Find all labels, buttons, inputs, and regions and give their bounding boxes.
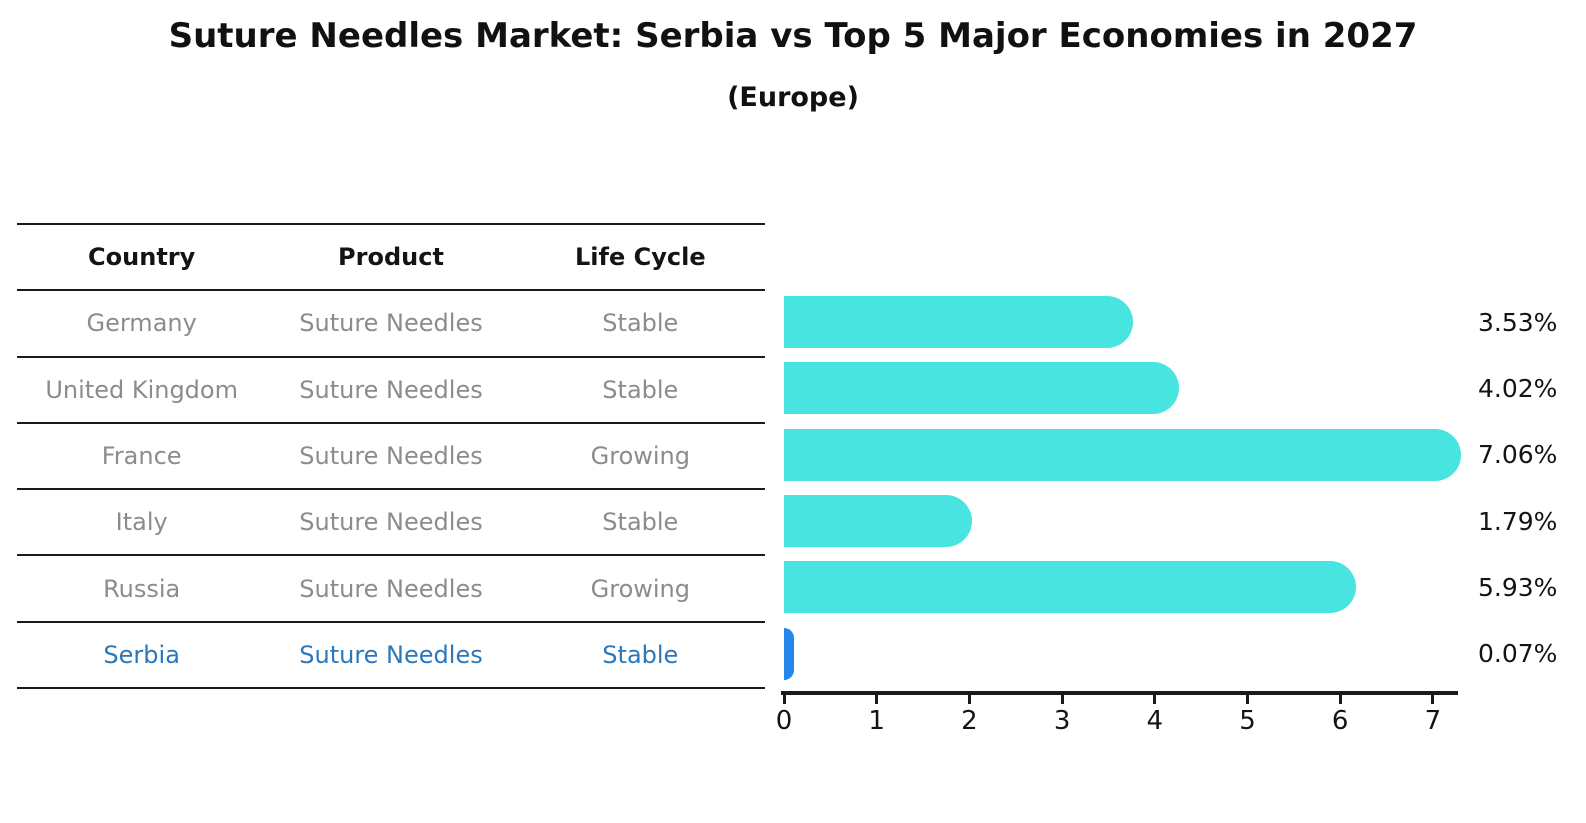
x-axis-line [781, 691, 1458, 695]
bar-row [784, 422, 1484, 488]
bar-united-kingdom [784, 362, 1179, 415]
product-cell: Suture Needles [299, 309, 483, 338]
product-cell: Suture Needles [299, 442, 483, 471]
chart-title: Suture Needles Market: Serbia vs Top 5 M… [168, 16, 1418, 56]
life-cycle-cell: Stable [602, 508, 679, 537]
product-cell: Suture Needles [299, 375, 483, 404]
value-label-italy: 1.79% [1478, 506, 1558, 536]
bar-france [784, 428, 1461, 481]
life-cycle-cell: Stable [602, 640, 679, 669]
bar-row [784, 620, 1484, 686]
value-label-serbia: 0.07% [1478, 639, 1558, 669]
bar-row [784, 289, 1484, 355]
x-tick-label: 1 [868, 706, 885, 736]
product-cell: Suture Needles [299, 640, 483, 669]
bar-germany [784, 296, 1134, 349]
x-tick-mark [782, 695, 786, 704]
product-cell: Suture Needles [299, 508, 483, 537]
x-tick-mark [1338, 695, 1342, 704]
x-tick-label: 7 [1424, 706, 1442, 736]
table-row-france: France Suture Needles Growing [17, 421, 765, 488]
x-tick-label: 5 [1239, 706, 1256, 736]
country-table: Country Product Life Cycle Germany Sutur… [17, 223, 765, 690]
x-tick-mark [875, 695, 879, 704]
x-tick-label: 0 [775, 706, 793, 736]
table-header-row: Country Product Life Cycle [17, 223, 765, 289]
bar-row [784, 488, 1484, 554]
value-label-germany: 3.53% [1478, 307, 1558, 337]
country-cell: France [101, 442, 182, 471]
life-cycle-cell: Stable [602, 309, 679, 338]
x-tick-mark [967, 695, 971, 704]
bar-row [784, 554, 1484, 620]
column-header-country: Country [88, 243, 196, 272]
x-tick-label: 4 [1146, 706, 1164, 736]
life-cycle-cell: Growing [590, 574, 690, 603]
column-header-product: Product [338, 243, 444, 272]
product-cell: Suture Needles [299, 574, 483, 603]
x-tick-mark [1060, 695, 1064, 704]
value-label-france: 7.06% [1478, 440, 1558, 470]
country-cell: Serbia [103, 640, 180, 669]
chart-subtitle: (Europe) [727, 82, 859, 113]
x-tick-mark [1246, 695, 1249, 704]
x-axis-ticks: 0 1 2 3 4 5 6 7 [776, 695, 1484, 745]
table-row-germany: Germany Suture Needles Stable [17, 289, 765, 355]
column-header-life-cycle: Life Cycle [575, 243, 706, 272]
value-label-united-kingdom: 4.02% [1478, 373, 1558, 403]
table-row-united-kingdom: United Kingdom Suture Needles Stable [17, 355, 765, 422]
bar-italy [784, 495, 972, 548]
bar-serbia [784, 627, 794, 680]
value-label-russia: 5.93% [1478, 572, 1558, 602]
life-cycle-cell: Stable [602, 375, 679, 404]
country-cell: United Kingdom [45, 375, 238, 404]
x-tick-label: 3 [1053, 706, 1071, 736]
country-cell: Italy [115, 508, 168, 537]
value-labels: 3.53% 4.02% 7.06% 1.79% 5.93% 0.07% [1478, 289, 1583, 687]
country-cell: Germany [86, 309, 197, 338]
bar-chart [784, 289, 1484, 687]
life-cycle-cell: Growing [590, 442, 690, 471]
x-tick-mark [1431, 695, 1435, 704]
x-tick-label: 2 [961, 706, 978, 736]
country-cell: Russia [103, 574, 181, 603]
bar-russia [784, 561, 1356, 614]
table-row-italy: Italy Suture Needles Stable [17, 488, 765, 554]
bar-row [784, 355, 1484, 421]
table-row-russia: Russia Suture Needles Growing [17, 554, 765, 620]
x-tick-mark [1153, 695, 1157, 704]
table-row-serbia: Serbia Suture Needles Stable [17, 620, 765, 687]
x-tick-label: 6 [1331, 706, 1349, 736]
